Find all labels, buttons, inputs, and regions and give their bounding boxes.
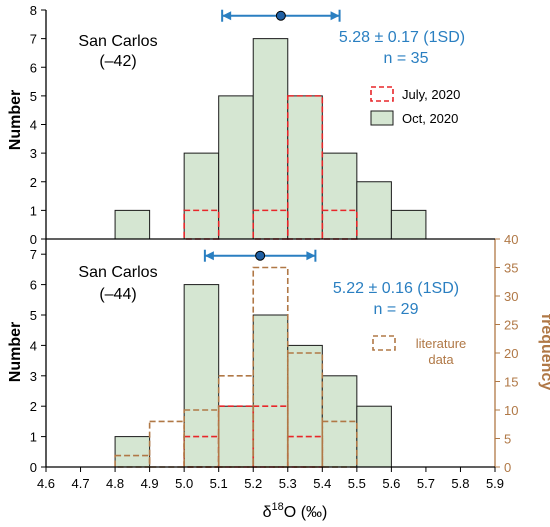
top-y-tick-label: 6 xyxy=(30,60,37,75)
top-y-tick-label: 1 xyxy=(30,203,37,218)
bottom-bar-solid-green-5.3 xyxy=(287,344,323,468)
bottom-y2-tick-label: 20 xyxy=(504,346,518,361)
bottom-bar-solid-green-5.0 xyxy=(183,284,220,468)
x-axis: 4.6 4.7 4.8 4.9 5.0 5.1 5.2 5.3 5.4 5.5 5.6 5.7 5.8 5… xyxy=(37,238,504,491)
bottom-sample-label-line2: (–44) xyxy=(99,286,136,303)
x-tick-label: 5.8 xyxy=(451,476,469,491)
bottom-sd-arrow-left xyxy=(204,251,214,261)
top-y-tick-label: 0 xyxy=(30,232,37,247)
legend-july-swatch xyxy=(370,86,394,102)
bottom-sample-label-line1: San Carlos xyxy=(78,264,157,281)
top-bar-solid-green-5.0 xyxy=(183,152,220,240)
top-mean-marker xyxy=(275,10,286,21)
bottom-y-tick-label: 7 xyxy=(30,247,37,262)
bottom-y2-tick-label: 25 xyxy=(504,318,518,333)
bottom-mean-marker xyxy=(255,250,266,261)
top-sd-arrow-left xyxy=(222,11,232,21)
bottom-y2-tick-label: 15 xyxy=(504,375,518,390)
x-tick-label: 5.7 xyxy=(417,476,435,491)
top-bar-solid-green-5.5 xyxy=(356,181,392,240)
bottom-y2-tick-label: 10 xyxy=(504,403,518,418)
top-sd-arrow-right xyxy=(330,11,340,21)
bottom-y-tick-label: 5 xyxy=(30,308,37,323)
legend-literature-label-line1: literature xyxy=(416,336,467,351)
top-y-axis-label: Number xyxy=(7,90,24,150)
bottom-y2-axis-label: frequency xyxy=(538,314,550,391)
top-stat-label: 5.28 ± 0.17 (1SD) xyxy=(339,29,465,46)
legend-literature-swatch xyxy=(372,335,396,351)
legend-literature-label-line2: data xyxy=(428,352,454,367)
x-axis-label: δ18O (‰) xyxy=(263,501,328,521)
bottom-y-tick-label: 3 xyxy=(30,369,37,384)
bottom-bar-dashed-brown-4.9 xyxy=(148,420,185,468)
top-n-label: n = 35 xyxy=(384,50,429,67)
bottom-sd-arrow-right xyxy=(306,251,316,261)
legend-july-label: July, 2020 xyxy=(402,87,460,102)
top-bar-solid-green-5.6 xyxy=(390,209,427,240)
bottom-y-axis-label: Number xyxy=(7,322,24,382)
top-bar-dashed-red-5.4 xyxy=(321,209,358,240)
bottom-bar-solid-green-4.8 xyxy=(114,436,151,468)
bottom-y2-tick-label: 35 xyxy=(504,261,518,276)
bottom-stat-label: 5.22 ± 0.16 (1SD) xyxy=(333,280,459,297)
bottom-y2-tick-label: 0 xyxy=(504,460,511,475)
x-tick-label: 4.8 xyxy=(106,476,124,491)
top-y-tick-label: 7 xyxy=(30,32,37,47)
top-bar-solid-green-5.3 xyxy=(287,95,323,240)
bottom-bar-dashed-brown-5.4 xyxy=(321,420,358,468)
top-y-tick-label: 4 xyxy=(30,118,37,133)
top-y-tick-label: 8 xyxy=(30,3,37,18)
top-sample-label-line2: (–42) xyxy=(99,53,136,70)
top-bar-solid-green-5.1 xyxy=(218,95,254,240)
x-tick-label: 4.6 xyxy=(37,476,55,491)
top-bar-solid-green-5.4 xyxy=(321,152,358,240)
legend-oct-label: Oct, 2020 xyxy=(402,111,458,126)
top-panel: 0 1 2 3 4 5 6 7 8 xyxy=(30,3,427,247)
bottom-bar-solid-green-5.1 xyxy=(218,405,254,468)
bottom-bar-solid-green-5.5 xyxy=(356,405,392,468)
top-y-tick-label: 2 xyxy=(30,175,37,190)
top-sample-label-line1: San Carlos xyxy=(78,33,157,50)
x-tick-label: 4.7 xyxy=(71,476,89,491)
x-tick-label: 5.1 xyxy=(210,476,228,491)
x-tick-label: 5.0 xyxy=(175,476,193,491)
x-tick-label: 5.2 xyxy=(244,476,262,491)
x-tick-label: 5.3 xyxy=(279,476,297,491)
top-bar-dashed-red-5.0 xyxy=(183,209,220,240)
top-y-tick-label: 5 xyxy=(30,89,37,104)
bottom-y-tick-label: 6 xyxy=(30,278,37,293)
x-tick-label: 5.6 xyxy=(382,476,400,491)
bottom-y-tick-label: 4 xyxy=(30,338,37,353)
top-y-tick-label: 3 xyxy=(30,146,37,161)
bottom-y-tick-label: 2 xyxy=(30,399,37,414)
bottom-n-label: n = 29 xyxy=(374,301,419,318)
top-bar-solid-green-4.8 xyxy=(114,209,151,240)
bottom-y2-tick-label: 40 xyxy=(504,232,518,247)
bottom-y-tick-label: 1 xyxy=(30,430,37,445)
x-tick-label: 5.4 xyxy=(313,476,331,491)
x-tick-label: 4.9 xyxy=(141,476,159,491)
bottom-y2-tick-label: 5 xyxy=(504,432,511,447)
x-tick-label: 5.9 xyxy=(486,476,504,491)
x-tick-label: 5.5 xyxy=(348,476,366,491)
bottom-bar-solid-green-5.2 xyxy=(252,314,289,468)
top-bar-solid-green-5.2 xyxy=(252,38,289,240)
bottom-y2-tick-label: 30 xyxy=(504,289,518,304)
legend-oct-swatch xyxy=(370,110,394,126)
bottom-y-tick-label: 0 xyxy=(30,460,37,475)
